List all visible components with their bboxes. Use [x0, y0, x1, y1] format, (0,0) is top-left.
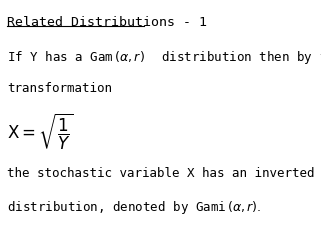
Text: transformation: transformation [7, 82, 112, 95]
Text: the stochastic variable X has an inverted  gamma: the stochastic variable X has an inverte… [7, 168, 321, 180]
Text: distribution, denoted by Gami$\,(\alpha,r).$: distribution, denoted by Gami$\,(\alpha,… [7, 199, 262, 216]
Text: If Y has a Gam$\,(\alpha,r)\,$  distribution then by the: If Y has a Gam$\,(\alpha,r)\,$ distribut… [7, 49, 321, 66]
Text: $\mathrm{X} = \sqrt{\dfrac{1}{Y}}$: $\mathrm{X} = \sqrt{\dfrac{1}{Y}}$ [7, 112, 74, 152]
Text: Related Distributions - 1: Related Distributions - 1 [7, 16, 207, 29]
